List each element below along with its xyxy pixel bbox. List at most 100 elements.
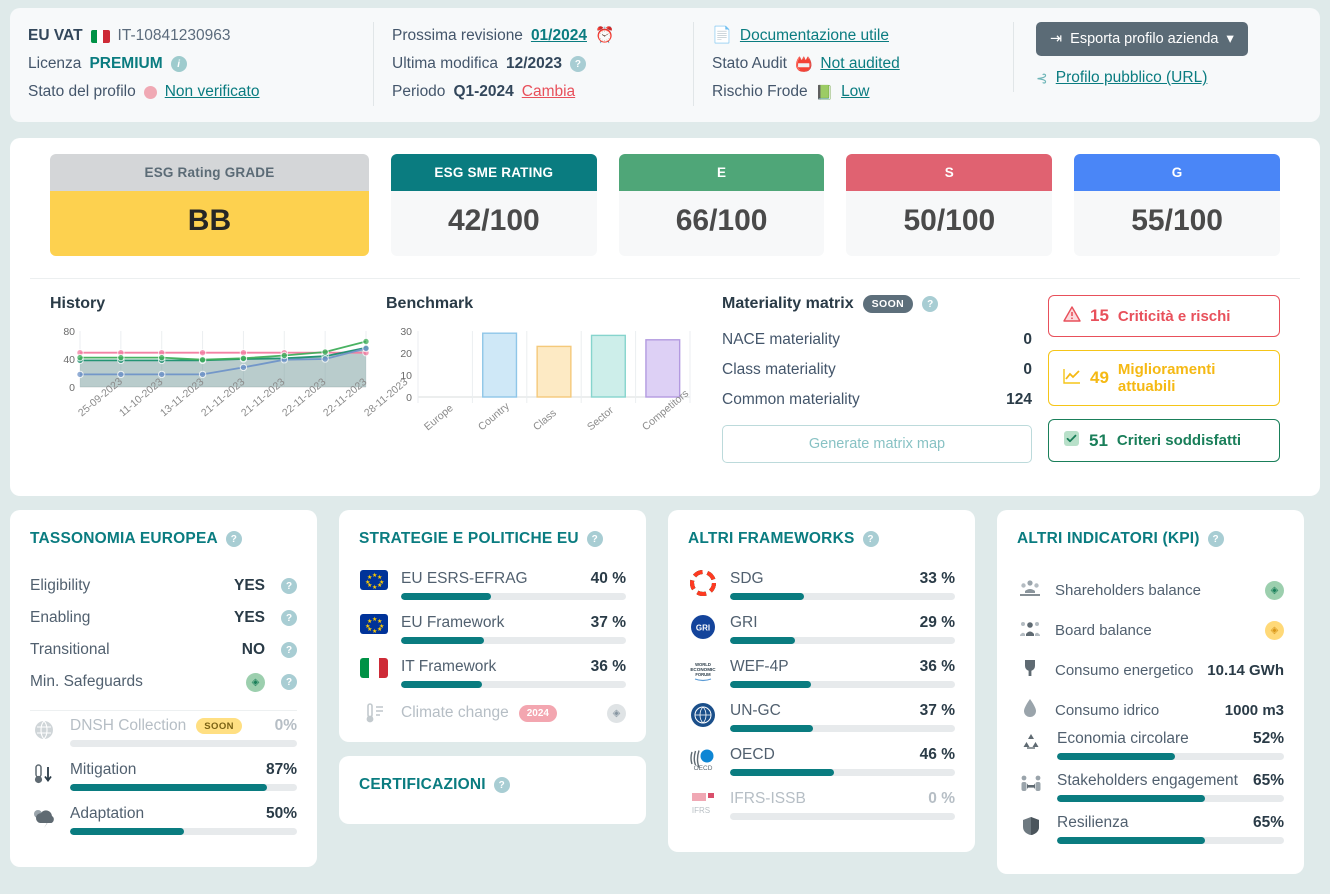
benchmark-plot: 0 10 20 30 Europe Country Class Sector Competit… [386,325,706,474]
materiality-value: 124 [1006,391,1032,408]
compass-icon[interactable]: ◈ [1265,620,1284,640]
taxonomy-bar-row[interactable]: Adaptation 50% [30,805,297,835]
taxonomy-bar-row[interactable]: Mitigation 87% [30,761,297,791]
taxonomy-rows: Eligibility YES? Enabling YES? Transitional N… [30,570,297,698]
header-audit-column: 📄 Documentazione utile Stato Audit 📛 Not… [693,22,1013,106]
progress-bar [70,828,297,835]
taxonomy-title: TASSONOMIA EUROPEA [30,530,218,547]
taxonomy-row: Transitional NO? [30,634,297,666]
documentation-row: 📄 Documentazione utile [712,22,995,50]
kpi-row[interactable]: Stakeholders engagement 65% [1017,772,1284,802]
strategy-row[interactable]: ★ ★ ★ ★ ★ ★ ★ ★ EU Framework 37 % [359,614,626,644]
progress-bar [70,784,297,791]
period-value: Q1-2024 [453,83,514,100]
kpi-row[interactable]: Resilienza 65% [1017,814,1284,844]
kpi-label-row: Economia circolare 52% [1057,730,1284,748]
climate-change-row[interactable]: Climate change 2024 ◈ [359,702,626,724]
italy-flag-icon [359,658,389,678]
progress-bar [1057,753,1284,760]
framework-percent: 36 % [919,658,955,675]
taxonomy-value: YES [233,577,265,594]
frameworks-title-row: ALTRI FRAMEWORKS ? [688,530,955,548]
strategy-label-row: EU ESRS-EFRAG 40 % [401,570,626,588]
strategy-percent: 40 % [590,570,626,587]
help-icon[interactable]: ? [281,642,297,658]
kpi-title-row: ALTRI INDICATORI (KPI) ? [1017,530,1284,548]
framework-row[interactable]: OECD OECD 46 % [688,746,955,776]
kpi-label: Consumo energetico [1055,661,1194,679]
certifications-title: CERTIFICAZIONI [359,776,486,793]
compass-icon[interactable]: ◈ [246,672,265,692]
help-icon[interactable]: ? [281,578,297,594]
framework-label: GRI [730,614,758,631]
kpi-row[interactable]: Board balance ◈ [1017,610,1284,650]
info-icon[interactable]: i [170,56,187,72]
alert-criteri-soddisfatti[interactable]: 51 Criteri soddisfatti [1048,419,1280,462]
next-review-value[interactable]: 01/2024 [530,27,587,44]
documentation-link[interactable]: Documentazione utile [739,27,889,44]
kpi-panel: ALTRI INDICATORI (KPI) ? Shareholders ba… [997,510,1304,874]
progress-bar [1057,837,1284,844]
fraud-value-link[interactable]: Low [841,83,870,100]
profile-state-link[interactable]: Non verificato [164,83,260,100]
score-e-title: E [618,154,825,191]
progress-bar [730,725,955,732]
export-company-profile-button[interactable]: ⇥ Esporta profilo azienda ▾ [1036,22,1248,56]
license-value: PREMIUM [89,55,163,72]
kpi-row[interactable]: Consumo energetico 10.14 GWh [1017,650,1284,690]
esg-rating-grade-title: ESG Rating GRADE [50,154,369,191]
progress-bar [401,637,626,644]
help-icon[interactable]: ? [281,610,297,626]
framework-row[interactable]: SDG 33 % [688,570,955,600]
help-icon[interactable]: ? [281,674,297,690]
audit-value-link[interactable]: Not audited [820,55,900,72]
strategy-label-row: IT Framework 36 % [401,658,626,676]
share-icon: ⊰ [1036,70,1048,86]
framework-label: WEF-4P [730,658,789,675]
strategy-label-row: EU Framework 37 % [401,614,626,632]
alert-miglioramenti-attuabili[interactable]: 49 Miglioramenti attuabili [1048,350,1280,406]
help-icon[interactable]: ? [1207,531,1224,547]
framework-label: SDG [730,570,764,587]
compass-icon[interactable]: ◈ [607,703,626,723]
alert-criticita-e-rischi[interactable]: 15 Criticità e rischi [1048,295,1280,337]
climate-change-label: Climate change [401,704,509,721]
taxonomy-label: Enabling [30,609,91,626]
materiality-row: Common materiality 124 [722,385,1032,415]
period-change-link[interactable]: Cambia [521,83,576,100]
framework-label-row: WEF-4P 36 % [730,658,955,676]
kpi-row[interactable]: Economia circolare 52% [1017,730,1284,760]
license-row: Licenza PREMIUM i [28,50,355,78]
taxonomy-bar-row[interactable]: DNSH Collection SOON 0% [30,717,297,747]
strategy-row[interactable]: ★ ★ ★ ★ ★ ★ ★ ★ EU ESRS-EFRAG 40 % [359,570,626,600]
public-profile-link[interactable]: Profilo pubblico (URL) [1055,69,1208,86]
generate-matrix-map-button[interactable]: Generate matrix map [722,425,1032,463]
progress-bar-fill [730,681,811,688]
svg-text:40: 40 [63,354,75,366]
progress-bar [70,740,297,747]
help-icon[interactable]: ? [922,296,939,312]
framework-row[interactable]: UN-GC 37 % [688,702,955,732]
progress-bar-fill [730,593,805,600]
svg-text:IFRS: IFRS [692,806,710,815]
help-icon[interactable]: ? [862,531,879,547]
help-icon[interactable]: ? [586,531,603,547]
help-icon[interactable]: ? [493,777,510,793]
help-icon[interactable]: ? [569,56,586,72]
progress-bar-fill [401,681,482,688]
framework-row[interactable]: WORLD ECONOMIC FORUM WEF-4P 36 % [688,658,955,688]
score-cards: ESG Rating GRADE BB ESG SME RATING 42/100 E 6… [30,154,1300,256]
kpi-row[interactable]: Shareholders balance ◈ [1017,570,1284,610]
svg-text:ECONOMIC: ECONOMIC [690,667,716,672]
framework-row[interactable]: IFRS IFRS-ISSB 0 % [688,790,955,820]
framework-label: IFRS-ISSB [730,790,806,807]
framework-row[interactable]: GRI GRI 29 % [688,614,955,644]
strategy-row[interactable]: IT Framework 36 % [359,658,626,688]
export-button-label: Esporta profilo azienda [1070,31,1219,47]
handshake-icon [1017,772,1045,792]
compass-icon[interactable]: ◈ [1265,580,1284,600]
kpi-row[interactable]: Consumo idrico 1000 m3 [1017,690,1284,730]
help-icon[interactable]: ? [225,531,242,547]
framework-percent: 33 % [919,570,955,587]
alert-count: 15 [1090,306,1109,325]
